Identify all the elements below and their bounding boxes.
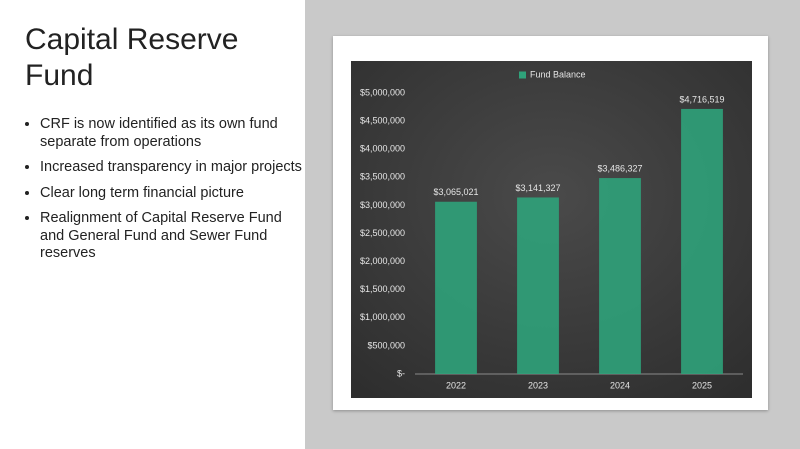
y-tick-label: $2,000,000 (360, 256, 405, 266)
bullet: CRF is now identified as its own fund se… (40, 116, 305, 151)
text-panel: Capital Reserve Fund CRF is now identifi… (0, 0, 305, 449)
chart: $- $500,000 $1,000,000 $1,500,000 $2,000,000… (351, 61, 752, 398)
y-tick-label: $3,000,000 (360, 200, 405, 210)
bullet-list: CRF is now identified as its own fund se… (20, 116, 305, 271)
y-tick-label: $2,500,000 (360, 228, 405, 238)
y-tick-label: $3,500,000 (360, 172, 405, 182)
data-label: $3,486,327 (597, 163, 642, 173)
y-tick-label: $500,000 (367, 340, 405, 350)
x-tick-label: 2025 (692, 380, 712, 390)
x-tick-label: 2023 (528, 380, 548, 390)
bar (681, 108, 723, 374)
y-tick-label: $4,000,000 (360, 144, 405, 154)
y-tick-label: $5,000,000 (360, 87, 405, 97)
y-tick-label: $4,500,000 (360, 115, 405, 125)
data-label: $3,065,021 (433, 187, 478, 197)
bullet: Increased transparency in major projects (40, 159, 305, 177)
y-tick-label: $1,000,000 (360, 312, 405, 322)
y-tick-label: $- (397, 368, 405, 378)
slide-title: Capital Reserve Fund (25, 23, 239, 92)
x-tick-label: 2022 (446, 380, 466, 390)
legend-swatch (519, 71, 526, 79)
bar (599, 178, 641, 374)
x-tick-label: 2024 (610, 380, 630, 390)
legend-label: Fund Balance (530, 69, 586, 79)
y-tick-label: $1,500,000 (360, 284, 405, 294)
data-label: $4,716,519 (679, 94, 724, 104)
bullet: Realignment of Capital Reserve Fund and … (40, 210, 305, 263)
bullet: Clear long term financial picture (40, 185, 305, 203)
bar (517, 197, 559, 374)
bar (435, 201, 477, 374)
data-label: $3,141,327 (515, 183, 560, 193)
